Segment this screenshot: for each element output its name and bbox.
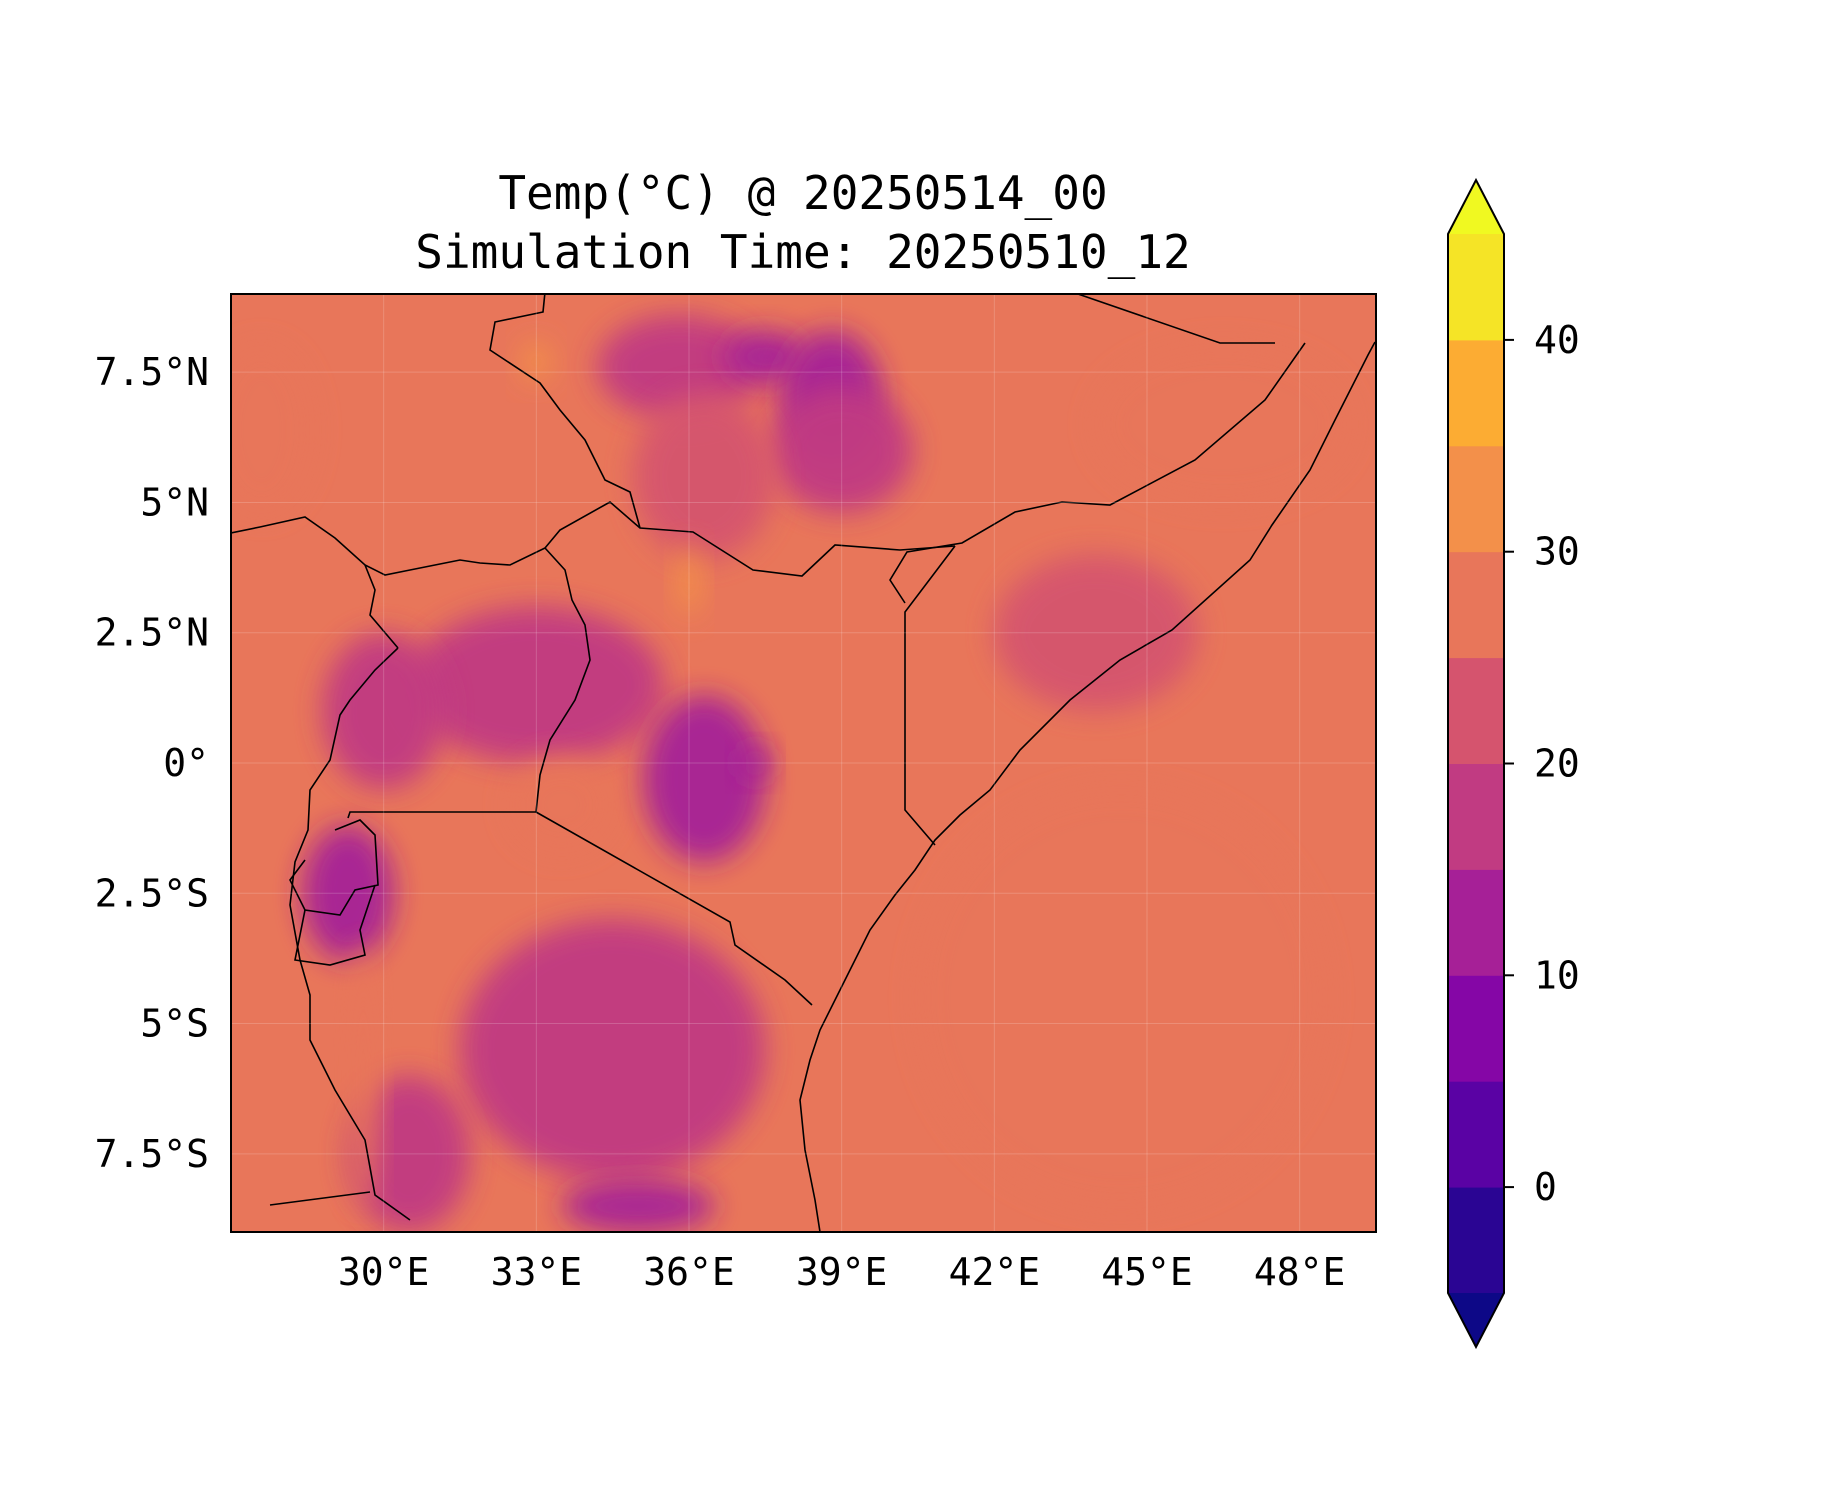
temperature-field-layer xyxy=(231,314,1351,1232)
colorbar-tick-label: 10 xyxy=(1534,953,1580,997)
map-frame xyxy=(230,293,1377,1233)
longitude-axis: 30°E 33°E 36°E 39°E 42°E 45°E 48°E xyxy=(338,1250,1346,1294)
temperature-region-13 xyxy=(302,825,394,962)
temperature-region-12 xyxy=(739,747,771,779)
coastline xyxy=(799,341,1376,1232)
temperature-region-10 xyxy=(510,757,613,852)
colorbar-tick-label: 20 xyxy=(1534,742,1580,786)
border-south-sudan-ethiopia xyxy=(489,294,641,529)
colorbar-under-arrow xyxy=(1448,1293,1504,1347)
map-title-line-1: Temp(°C) @ 20250514_00 xyxy=(498,166,1107,220)
longitude-tick-label: 45°E xyxy=(1101,1250,1193,1294)
longitude-tick-label: 36°E xyxy=(643,1250,735,1294)
latitude-tick-label: 7.5°N xyxy=(95,350,209,394)
colorbar-tick-label: 0 xyxy=(1534,1165,1557,1209)
temperature-region-8 xyxy=(409,606,664,763)
longitude-tick-label: 39°E xyxy=(796,1250,888,1294)
border-tanzania-kenya xyxy=(535,811,813,1006)
colorbar-segment xyxy=(1448,1187,1504,1294)
colorbar-outline xyxy=(1447,177,1505,1350)
colorbar-segment xyxy=(1448,763,1504,870)
temperature-region-19 xyxy=(1096,346,1351,503)
longitude-tick-label: 33°E xyxy=(491,1250,583,1294)
colorbar-segment xyxy=(1448,339,1504,447)
map-gridlines xyxy=(231,294,1376,1232)
colorbar-segment xyxy=(1448,551,1504,659)
temperature-region-20 xyxy=(918,789,1326,1206)
colorbar-segment xyxy=(1448,657,1504,764)
colorbar-segment xyxy=(1448,1081,1504,1188)
temperature-region-4 xyxy=(770,387,913,513)
latitude-tick-label: 5°S xyxy=(140,1002,209,1046)
border-ethiopia-somalia xyxy=(889,342,1306,604)
longitude-tick-label: 30°E xyxy=(338,1250,430,1294)
latitude-tick-label: 2.5°N xyxy=(95,611,209,655)
colorbar-segment xyxy=(1448,975,1504,1082)
latitude-tick-label: 5°N xyxy=(140,480,209,524)
colorbar-segment xyxy=(1448,445,1504,553)
border-kenya-somalia xyxy=(904,545,956,846)
latitude-tick-label: 0° xyxy=(163,741,209,785)
temperature-region-9 xyxy=(322,632,445,790)
country-borders-layer xyxy=(231,294,1376,1232)
map-panel: 30°E 33°E 36°E 39°E 42°E 45°E 48°E 7.5°N 5°N 2.5… xyxy=(95,293,1377,1294)
border-uganda-drc-north xyxy=(364,564,399,649)
latitude-tick-label: 2.5°S xyxy=(95,871,209,915)
border-lake-victoria-south xyxy=(347,811,536,819)
latitude-tick-label: 7.5°S xyxy=(95,1132,209,1176)
colorbar-tick-label: 30 xyxy=(1534,530,1580,574)
temperature-region-6 xyxy=(676,544,702,618)
temperature-region-0 xyxy=(231,346,313,513)
border-rwanda xyxy=(289,819,379,916)
map-title-line-2: Simulation Time: 20250510_12 xyxy=(415,225,1190,279)
border-kenya-ethiopia xyxy=(544,501,956,577)
colorbar-segment xyxy=(1448,869,1504,976)
border-tanzania-zambia xyxy=(269,1191,371,1206)
latitude-axis: 7.5°N 5°N 2.5°N 0° 2.5°S 5°S 7.5°S xyxy=(95,350,209,1176)
temperature-region-5 xyxy=(633,393,776,560)
longitude-tick-label: 42°E xyxy=(949,1250,1041,1294)
temperature-region-18 xyxy=(994,554,1198,711)
temperature-region-14 xyxy=(460,919,766,1180)
colorbar-segment xyxy=(1448,234,1504,341)
temperature-region-11 xyxy=(643,695,766,863)
colorbar: 0 10 20 30 40 xyxy=(1447,177,1580,1350)
temperature-region-17 xyxy=(348,945,379,1206)
border-burundi xyxy=(294,884,376,966)
temperature-region-15 xyxy=(561,1179,715,1232)
temperature-region-1 xyxy=(597,314,761,420)
colorbar-over-arrow xyxy=(1448,180,1504,234)
border-uganda-kenya xyxy=(535,547,591,813)
temperature-region-16 xyxy=(348,1075,471,1232)
longitude-tick-label: 48°E xyxy=(1254,1250,1346,1294)
border-south-sudan-uganda xyxy=(231,516,546,576)
temperature-region-7 xyxy=(521,340,552,383)
colorbar-tick-label: 40 xyxy=(1534,318,1580,362)
border-ethiopia-east xyxy=(1077,294,1275,344)
